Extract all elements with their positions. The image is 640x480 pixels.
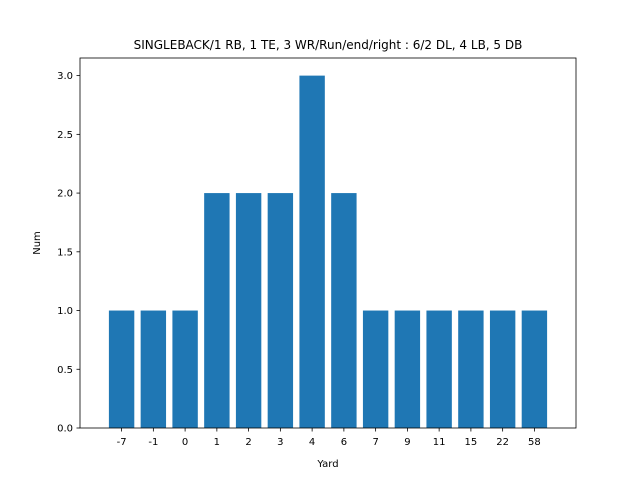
x-tick-label: 7: [372, 437, 378, 448]
y-tick-label: 2.5: [57, 130, 73, 141]
x-tick-label: 9: [404, 437, 410, 448]
x-tick-label: 58: [528, 437, 541, 448]
x-tick-label: 6: [341, 437, 347, 448]
chart-title: SINGLEBACK/1 RB, 1 TE, 3 WR/Run/end/righ…: [134, 38, 523, 52]
x-tick-label: 0: [182, 437, 188, 448]
bar-11: [426, 310, 452, 428]
y-tick-label: 2.0: [57, 189, 73, 200]
y-tick-label: 1.5: [57, 247, 73, 258]
bar-58: [521, 310, 548, 428]
x-tick-label: 1: [214, 437, 220, 448]
plot-frame: [79, 57, 577, 429]
bar-0: [172, 310, 198, 428]
bar-4: [299, 75, 325, 428]
x-tick-label: 3: [277, 437, 283, 448]
bars-group: [108, 75, 548, 428]
bar--7: [108, 310, 135, 428]
bar-9: [394, 310, 421, 428]
bar-22: [489, 310, 516, 428]
y-axis-ticks: 0.0 0.5 1.0 1.5 2.0 2.5 3.0: [57, 71, 80, 435]
x-tick-label: 15: [465, 437, 478, 448]
y-tick-label: 1.0: [57, 306, 73, 317]
y-tick-label: 0.5: [57, 365, 73, 376]
x-tick-label: -1: [148, 437, 158, 448]
bar-3: [267, 193, 294, 428]
bar-1: [204, 193, 230, 428]
y-axis-label: Num: [32, 231, 43, 255]
x-tick-label: 11: [433, 437, 446, 448]
y-tick-label: 3.0: [57, 71, 73, 82]
x-tick-label: 2: [245, 437, 251, 448]
bar-6: [331, 193, 357, 428]
bar--1: [140, 310, 167, 428]
bar-15: [458, 310, 484, 428]
y-tick-label: 0.0: [57, 424, 73, 435]
x-tick-label: -7: [117, 437, 127, 448]
bar-7: [362, 310, 389, 428]
x-axis-ticks: -7 -1 0 1 2 3 4 6 7 9 11 15 22 58: [117, 428, 541, 448]
x-tick-label: 22: [496, 437, 509, 448]
x-tick-label: 4: [309, 437, 315, 448]
bar-2: [235, 193, 262, 428]
x-axis-label: Yard: [316, 459, 338, 470]
